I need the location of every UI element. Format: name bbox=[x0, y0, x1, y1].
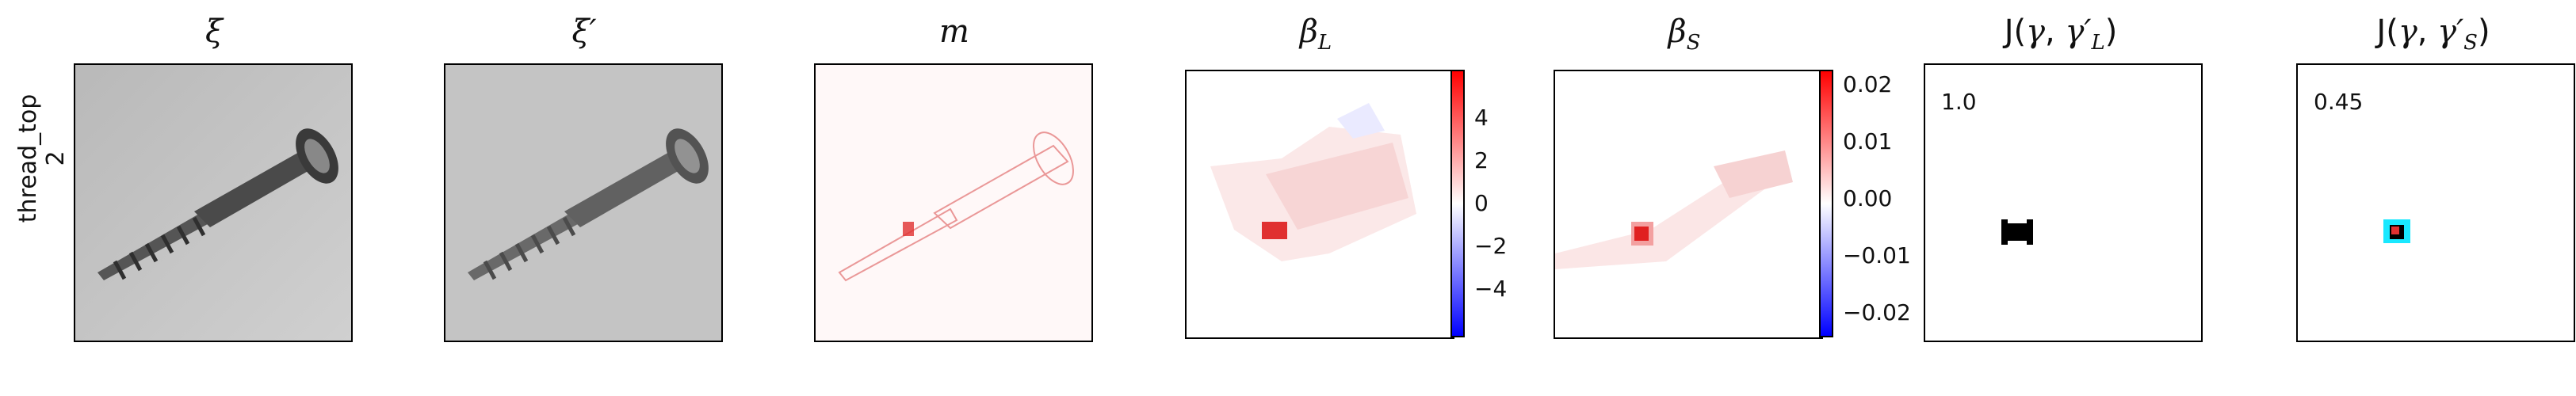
tick-label: 0.02 bbox=[1843, 71, 1893, 97]
panel-xi-prime-image bbox=[444, 63, 723, 342]
title-J-S: J(γ, γ′S) bbox=[2376, 13, 2490, 55]
row-label-line1: thread_top bbox=[14, 93, 42, 223]
colorbar-beta-L-ticks: 4 2 0 −2 −4 bbox=[1474, 95, 1530, 333]
tick-label: −0.02 bbox=[1843, 299, 1911, 326]
title-m: m bbox=[939, 13, 969, 50]
title-xi-prime: ξ′ bbox=[571, 13, 597, 50]
tick-label: 4 bbox=[1474, 105, 1489, 131]
title-J-L: J(γ, γ′L) bbox=[2004, 13, 2118, 55]
panel-m-map bbox=[814, 63, 1093, 342]
tick-label: −2 bbox=[1474, 233, 1508, 259]
panel-J-L: 1.0 bbox=[1924, 63, 2203, 342]
colorbar-beta-S bbox=[1819, 70, 1833, 337]
tick-label: −4 bbox=[1474, 276, 1508, 302]
title-xi: ξ bbox=[204, 13, 224, 50]
colorbar-beta-L bbox=[1450, 70, 1465, 337]
screw-shape bbox=[97, 128, 338, 280]
overlay-score: 0.45 bbox=[2314, 89, 2364, 115]
colorbar-beta-S-ticks: 0.02 0.01 0.00 −0.01 −0.02 bbox=[1843, 71, 1930, 333]
tick-label: 0.00 bbox=[1843, 185, 1893, 211]
screw-shape-blurred bbox=[468, 128, 709, 280]
tick-label: 0.01 bbox=[1843, 128, 1893, 154]
row-label: thread_top 2 bbox=[14, 55, 70, 261]
panel-J-S: 0.45 bbox=[2296, 63, 2575, 342]
tick-label: −0.01 bbox=[1843, 242, 1911, 268]
title-beta-S: βS bbox=[1668, 13, 1701, 55]
overlay-score: 1.0 bbox=[1941, 89, 1977, 115]
tick-label: 2 bbox=[1474, 147, 1489, 173]
panel-xi-image bbox=[74, 63, 353, 342]
title-beta-L: βL bbox=[1299, 13, 1332, 55]
panel-beta-L-map bbox=[1185, 70, 1454, 339]
row-label-line2: 2 bbox=[42, 150, 70, 166]
panel-beta-S-map bbox=[1554, 70, 1823, 339]
tick-label: 0 bbox=[1474, 190, 1489, 216]
